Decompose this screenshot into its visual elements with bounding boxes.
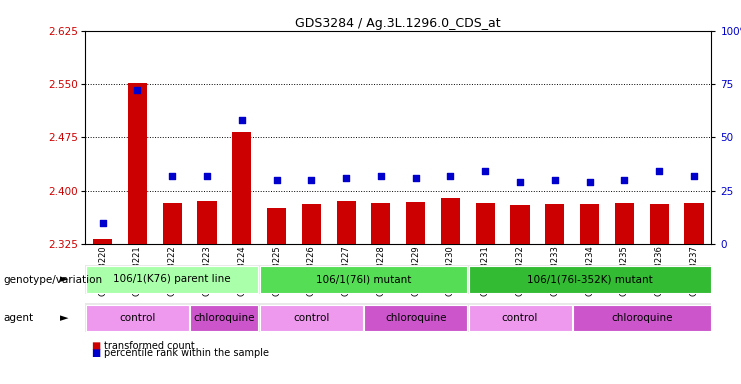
Point — [305, 177, 317, 183]
Bar — [162, 203, 182, 244]
Text: percentile rank within the sample: percentile rank within the sample — [104, 348, 269, 358]
Text: 106/1(76I-352K) mutant: 106/1(76I-352K) mutant — [527, 274, 653, 285]
Bar — [685, 203, 703, 244]
Bar — [86, 305, 189, 331]
Text: ►: ► — [61, 275, 69, 285]
Point — [514, 179, 526, 185]
Point — [340, 175, 352, 181]
Point — [654, 168, 665, 174]
Bar — [573, 305, 711, 331]
Text: 106/1(K76) parent line: 106/1(K76) parent line — [113, 274, 231, 285]
Text: agent: agent — [4, 313, 34, 323]
Bar — [441, 198, 460, 244]
Text: control: control — [293, 313, 330, 323]
Title: GDS3284 / Ag.3L.1296.0_CDS_at: GDS3284 / Ag.3L.1296.0_CDS_at — [296, 17, 501, 30]
Bar — [545, 204, 565, 244]
Point — [96, 220, 108, 226]
Bar — [371, 204, 391, 244]
Point — [375, 172, 387, 179]
Point — [445, 172, 456, 179]
Bar — [86, 266, 259, 293]
Text: ■: ■ — [91, 341, 100, 351]
Bar — [197, 201, 216, 244]
Bar — [511, 205, 530, 244]
Point — [688, 172, 700, 179]
Bar — [580, 204, 599, 244]
Point — [549, 177, 561, 183]
Bar — [468, 305, 571, 331]
Point — [479, 168, 491, 174]
Text: control: control — [119, 313, 156, 323]
Bar — [364, 305, 467, 331]
Point — [270, 177, 282, 183]
Point — [584, 179, 596, 185]
Bar — [302, 204, 321, 244]
Bar — [406, 202, 425, 244]
Text: control: control — [502, 313, 538, 323]
Point — [236, 117, 247, 123]
Bar — [650, 204, 668, 244]
Text: chloroquine: chloroquine — [193, 313, 255, 323]
Bar — [260, 266, 467, 293]
Bar — [128, 83, 147, 244]
Bar — [468, 266, 711, 293]
Bar — [93, 239, 112, 244]
Text: genotype/variation: genotype/variation — [4, 275, 103, 285]
Bar — [260, 305, 363, 331]
Point — [166, 172, 178, 179]
Text: transformed count: transformed count — [104, 341, 194, 351]
Point — [410, 175, 422, 181]
Point — [131, 87, 143, 93]
Bar — [336, 200, 356, 244]
Text: ►: ► — [61, 313, 69, 323]
Bar — [615, 204, 634, 244]
Text: chloroquine: chloroquine — [385, 313, 446, 323]
Text: chloroquine: chloroquine — [611, 313, 673, 323]
Bar — [232, 132, 251, 244]
Text: 106/1(76I) mutant: 106/1(76I) mutant — [316, 274, 411, 285]
Text: ■: ■ — [91, 348, 100, 358]
Bar — [190, 305, 259, 331]
Point — [619, 177, 631, 183]
Point — [201, 172, 213, 179]
Bar — [267, 208, 286, 244]
Bar — [476, 203, 495, 244]
